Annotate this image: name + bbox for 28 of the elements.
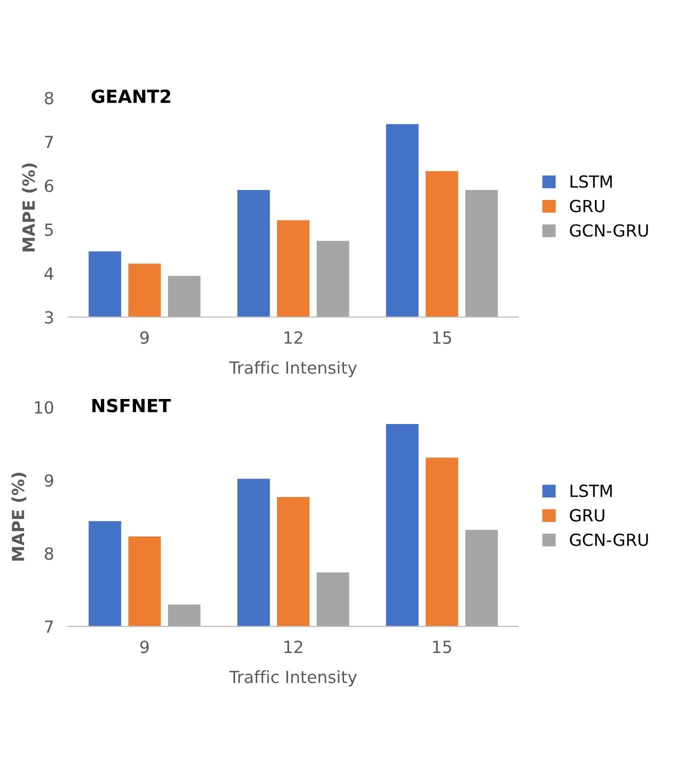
y-axis-title: MAPE (%) — [11, 472, 26, 561]
legend-label: LSTM — [570, 484, 612, 498]
chart-title: GEANT2 — [92, 89, 170, 104]
legend-label: GCN-GRU — [570, 224, 648, 237]
legend-label: LSTM — [570, 175, 612, 188]
y-tick-label: 8 — [44, 92, 54, 104]
y-tick-label: 6 — [44, 180, 54, 192]
y-tick-label: 8 — [44, 547, 54, 560]
legend-label: GRU — [570, 200, 604, 212]
x-tick-label: 12 — [284, 331, 302, 344]
y-tick-label: 3 — [44, 311, 53, 324]
y-tick-label: 9 — [44, 474, 54, 487]
x-tick-label: 12 — [284, 640, 302, 653]
legend-label: GCN-GRU — [570, 533, 648, 546]
x-axis-title: Traffic Intensity — [229, 361, 357, 378]
x-tick-label: 9 — [140, 331, 149, 344]
y-tick-label: 10 — [34, 401, 54, 414]
y-tick-label: 4 — [44, 267, 54, 280]
x-axis-title: Traffic Intensity — [229, 670, 357, 686]
y-tick-label: 7 — [45, 620, 53, 633]
x-tick-label: 9 — [140, 640, 149, 654]
y-tick-label: 5 — [44, 224, 53, 236]
y-tick-label: 7 — [45, 136, 53, 148]
x-tick-label: 15 — [433, 640, 452, 654]
chart-title: NSFNET — [92, 398, 171, 412]
legend-label: GRU — [570, 509, 604, 522]
y-axis-title: MAPE (%) — [22, 164, 37, 252]
x-tick-label: 15 — [433, 332, 452, 344]
